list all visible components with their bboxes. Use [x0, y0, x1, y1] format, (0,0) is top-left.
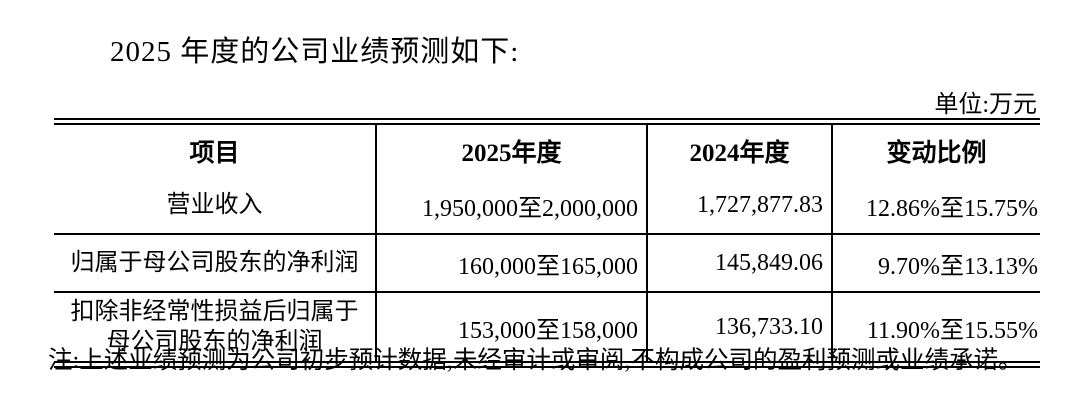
footnote: 注:上述业绩预测为公司初步预计数据,未经审计或审阅,不构成公司的盈利预测或业绩承… [48, 347, 1023, 374]
column-header-2025: 2025年度 [375, 121, 647, 177]
row-item-label: 扣除非经常性损益后归属于母公司股东的净利润 [70, 299, 359, 355]
row-2025-value: 160,000至165,000 [375, 234, 647, 292]
row-2024-value: 136,733.10 [646, 292, 832, 365]
column-header-2024: 2024年度 [646, 121, 832, 177]
page-title: 2025 年度的公司业绩预测如下: [110, 36, 520, 68]
forecast-table: 项目 2025年度 2024年度 变动比例 营业收入 1,950,000至2,0… [54, 118, 1040, 368]
row-item-label: 归属于母公司股东的净利润 [70, 250, 359, 276]
table-header-row: 项目 2025年度 2024年度 变动比例 [54, 121, 1040, 177]
table-row: 营业收入 1,950,000至2,000,000 1,727,877.83 12… [54, 177, 1040, 234]
row-2024-value: 1,727,877.83 [646, 177, 832, 234]
column-header-change: 变动比例 [831, 121, 1040, 177]
row-item-label: 营业收入 [166, 192, 263, 218]
row-2025-value: 153,000至158,000 [375, 292, 647, 365]
row-change-value: 9.70%至13.13% [831, 234, 1040, 292]
table-row: 扣除非经常性损益后归属于母公司股东的净利润 153,000至158,000 13… [54, 292, 1040, 365]
row-change-value: 12.86%至15.75% [831, 177, 1040, 234]
table-row: 归属于母公司股东的净利润 160,000至165,000 145,849.06 … [54, 234, 1040, 292]
column-header-item: 项目 [189, 140, 240, 167]
row-2025-value: 1,950,000至2,000,000 [375, 177, 647, 234]
row-change-value: 11.90%至15.55% [831, 292, 1040, 365]
unit-label: 单位:万元 [934, 92, 1037, 118]
row-2024-value: 145,849.06 [646, 234, 832, 292]
